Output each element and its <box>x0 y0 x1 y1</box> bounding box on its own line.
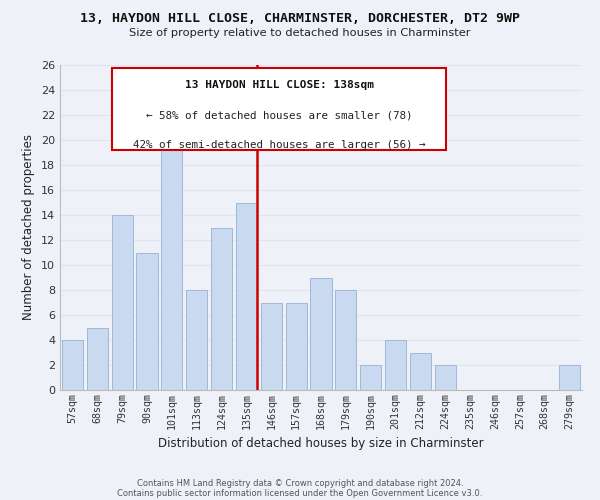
Text: 13, HAYDON HILL CLOSE, CHARMINSTER, DORCHESTER, DT2 9WP: 13, HAYDON HILL CLOSE, CHARMINSTER, DORC… <box>80 12 520 26</box>
Text: Size of property relative to detached houses in Charminster: Size of property relative to detached ho… <box>129 28 471 38</box>
Bar <box>559 365 580 390</box>
Bar <box>62 340 83 390</box>
Bar <box>310 278 332 390</box>
Bar <box>87 328 108 390</box>
Bar <box>360 365 381 390</box>
Bar <box>286 302 307 390</box>
Bar <box>161 128 182 390</box>
Bar <box>186 290 207 390</box>
FancyBboxPatch shape <box>112 68 446 150</box>
Bar <box>211 228 232 390</box>
Bar <box>112 215 133 390</box>
Text: Contains HM Land Registry data © Crown copyright and database right 2024.: Contains HM Land Registry data © Crown c… <box>137 480 463 488</box>
Text: Contains public sector information licensed under the Open Government Licence v3: Contains public sector information licen… <box>118 490 482 498</box>
Bar <box>385 340 406 390</box>
Bar <box>435 365 456 390</box>
Bar <box>136 252 158 390</box>
Bar <box>236 202 257 390</box>
Text: 42% of semi-detached houses are larger (56) →: 42% of semi-detached houses are larger (… <box>133 140 425 150</box>
Text: 13 HAYDON HILL CLOSE: 138sqm: 13 HAYDON HILL CLOSE: 138sqm <box>185 80 374 90</box>
Bar <box>410 352 431 390</box>
Text: ← 58% of detached houses are smaller (78): ← 58% of detached houses are smaller (78… <box>146 110 412 120</box>
Y-axis label: Number of detached properties: Number of detached properties <box>22 134 35 320</box>
Bar <box>261 302 282 390</box>
X-axis label: Distribution of detached houses by size in Charminster: Distribution of detached houses by size … <box>158 437 484 450</box>
Bar <box>335 290 356 390</box>
